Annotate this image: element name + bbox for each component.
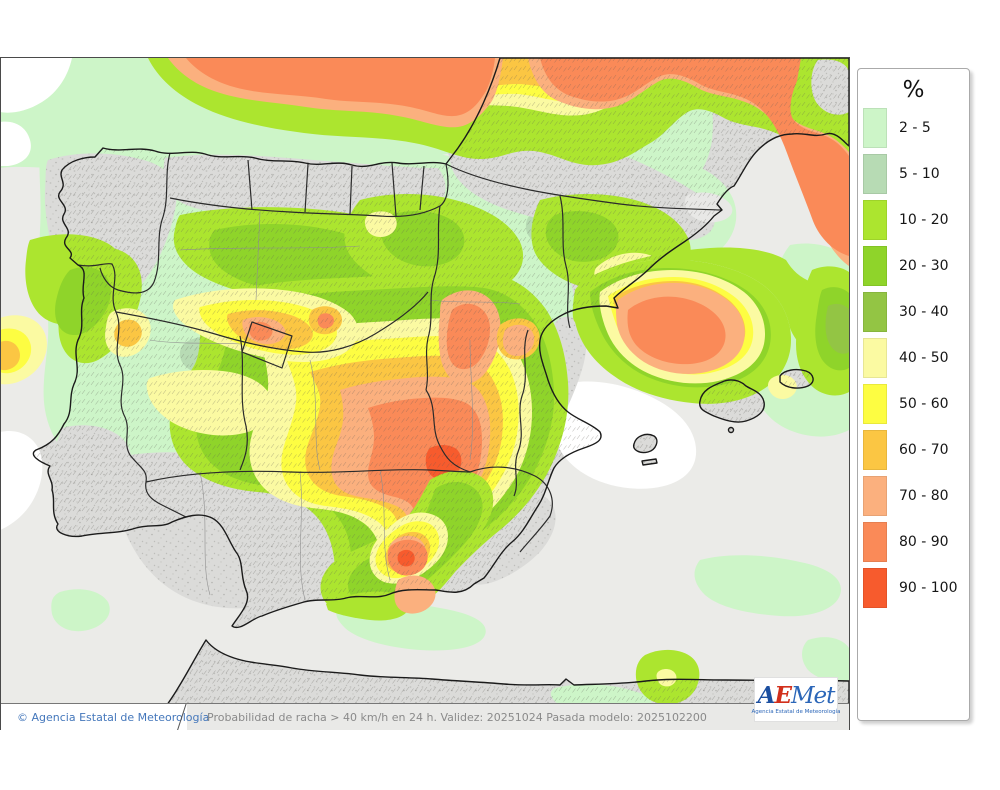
legend-swatch bbox=[863, 430, 887, 470]
copyright-text: © Agencia Estatal de Meteorología bbox=[17, 710, 210, 724]
probability-legend: % 2 - 5 5 - 10 10 - 20 20 - 30 30 - 40 40 - 5… bbox=[857, 68, 970, 721]
brand-letter-e: E bbox=[774, 682, 792, 709]
aemet-logo: AEMet Agencia Estatal de Meteorología bbox=[751, 677, 841, 722]
map-canvas bbox=[1, 58, 849, 729]
legend-item-30-40: 30 - 40 bbox=[858, 289, 969, 335]
legend-label: 80 - 90 bbox=[899, 534, 949, 550]
legend-swatch bbox=[863, 522, 887, 562]
legend-swatch bbox=[863, 384, 887, 424]
map-caption: Probabilidad de racha > 40 km/h en 24 h.… bbox=[207, 710, 707, 724]
legend-label: 20 - 30 bbox=[899, 258, 949, 274]
legend-swatch bbox=[863, 292, 887, 332]
aemet-subtitle: Agencia Estatal de Meteorología bbox=[751, 709, 841, 715]
legend-item-5-10: 5 - 10 bbox=[858, 151, 969, 197]
map-footer: © Agencia Estatal de Meteorología Probab… bbox=[1, 703, 849, 730]
system-balearic bbox=[572, 247, 849, 404]
legend-item-10-20: 10 - 20 bbox=[858, 197, 969, 243]
copyright-area: © Agencia Estatal de Meteorología bbox=[1, 704, 209, 730]
legend-label: 2 - 5 bbox=[899, 120, 931, 136]
system-east-edge bbox=[796, 266, 849, 396]
brand-letter-a: A bbox=[757, 682, 776, 709]
legend-item-80-90: 80 - 90 bbox=[858, 519, 969, 565]
province-borders bbox=[149, 211, 521, 601]
legend-label: 70 - 80 bbox=[899, 488, 949, 504]
legend-swatch bbox=[863, 338, 887, 378]
legend-rows: 2 - 5 5 - 10 10 - 20 20 - 30 30 - 40 40 - 50 5… bbox=[858, 105, 969, 611]
legend-item-70-80: 70 - 80 bbox=[858, 473, 969, 519]
legend-title: % bbox=[902, 77, 925, 103]
legend-swatch bbox=[863, 108, 887, 148]
legend-label: 40 - 50 bbox=[899, 350, 949, 366]
legend-item-90-100: 90 - 100 bbox=[858, 565, 969, 611]
legend-label: 50 - 60 bbox=[899, 396, 949, 412]
legend-item-40-50: 40 - 50 bbox=[858, 335, 969, 381]
legend-label: 5 - 10 bbox=[899, 166, 940, 182]
legend-label: 60 - 70 bbox=[899, 442, 949, 458]
legend-swatch bbox=[863, 568, 887, 608]
legend-swatch bbox=[863, 200, 887, 240]
legend-swatch bbox=[863, 476, 887, 516]
legend-label: 90 - 100 bbox=[899, 580, 958, 596]
legend-item-50-60: 50 - 60 bbox=[858, 381, 969, 427]
legend-label: 30 - 40 bbox=[899, 304, 949, 320]
legend-label: 10 - 20 bbox=[899, 212, 949, 228]
legend-item-2-5: 2 - 5 bbox=[858, 105, 969, 151]
legend-swatch bbox=[863, 154, 887, 194]
legend-swatch bbox=[863, 246, 887, 286]
brand-letters-met: Met bbox=[790, 683, 835, 709]
map-panel bbox=[0, 57, 850, 730]
aemet-brand: AEMet bbox=[757, 682, 836, 709]
region-borders bbox=[77, 152, 723, 553]
legend-item-60-70: 60 - 70 bbox=[858, 427, 969, 473]
legend-item-20-30: 20 - 30 bbox=[858, 243, 969, 289]
